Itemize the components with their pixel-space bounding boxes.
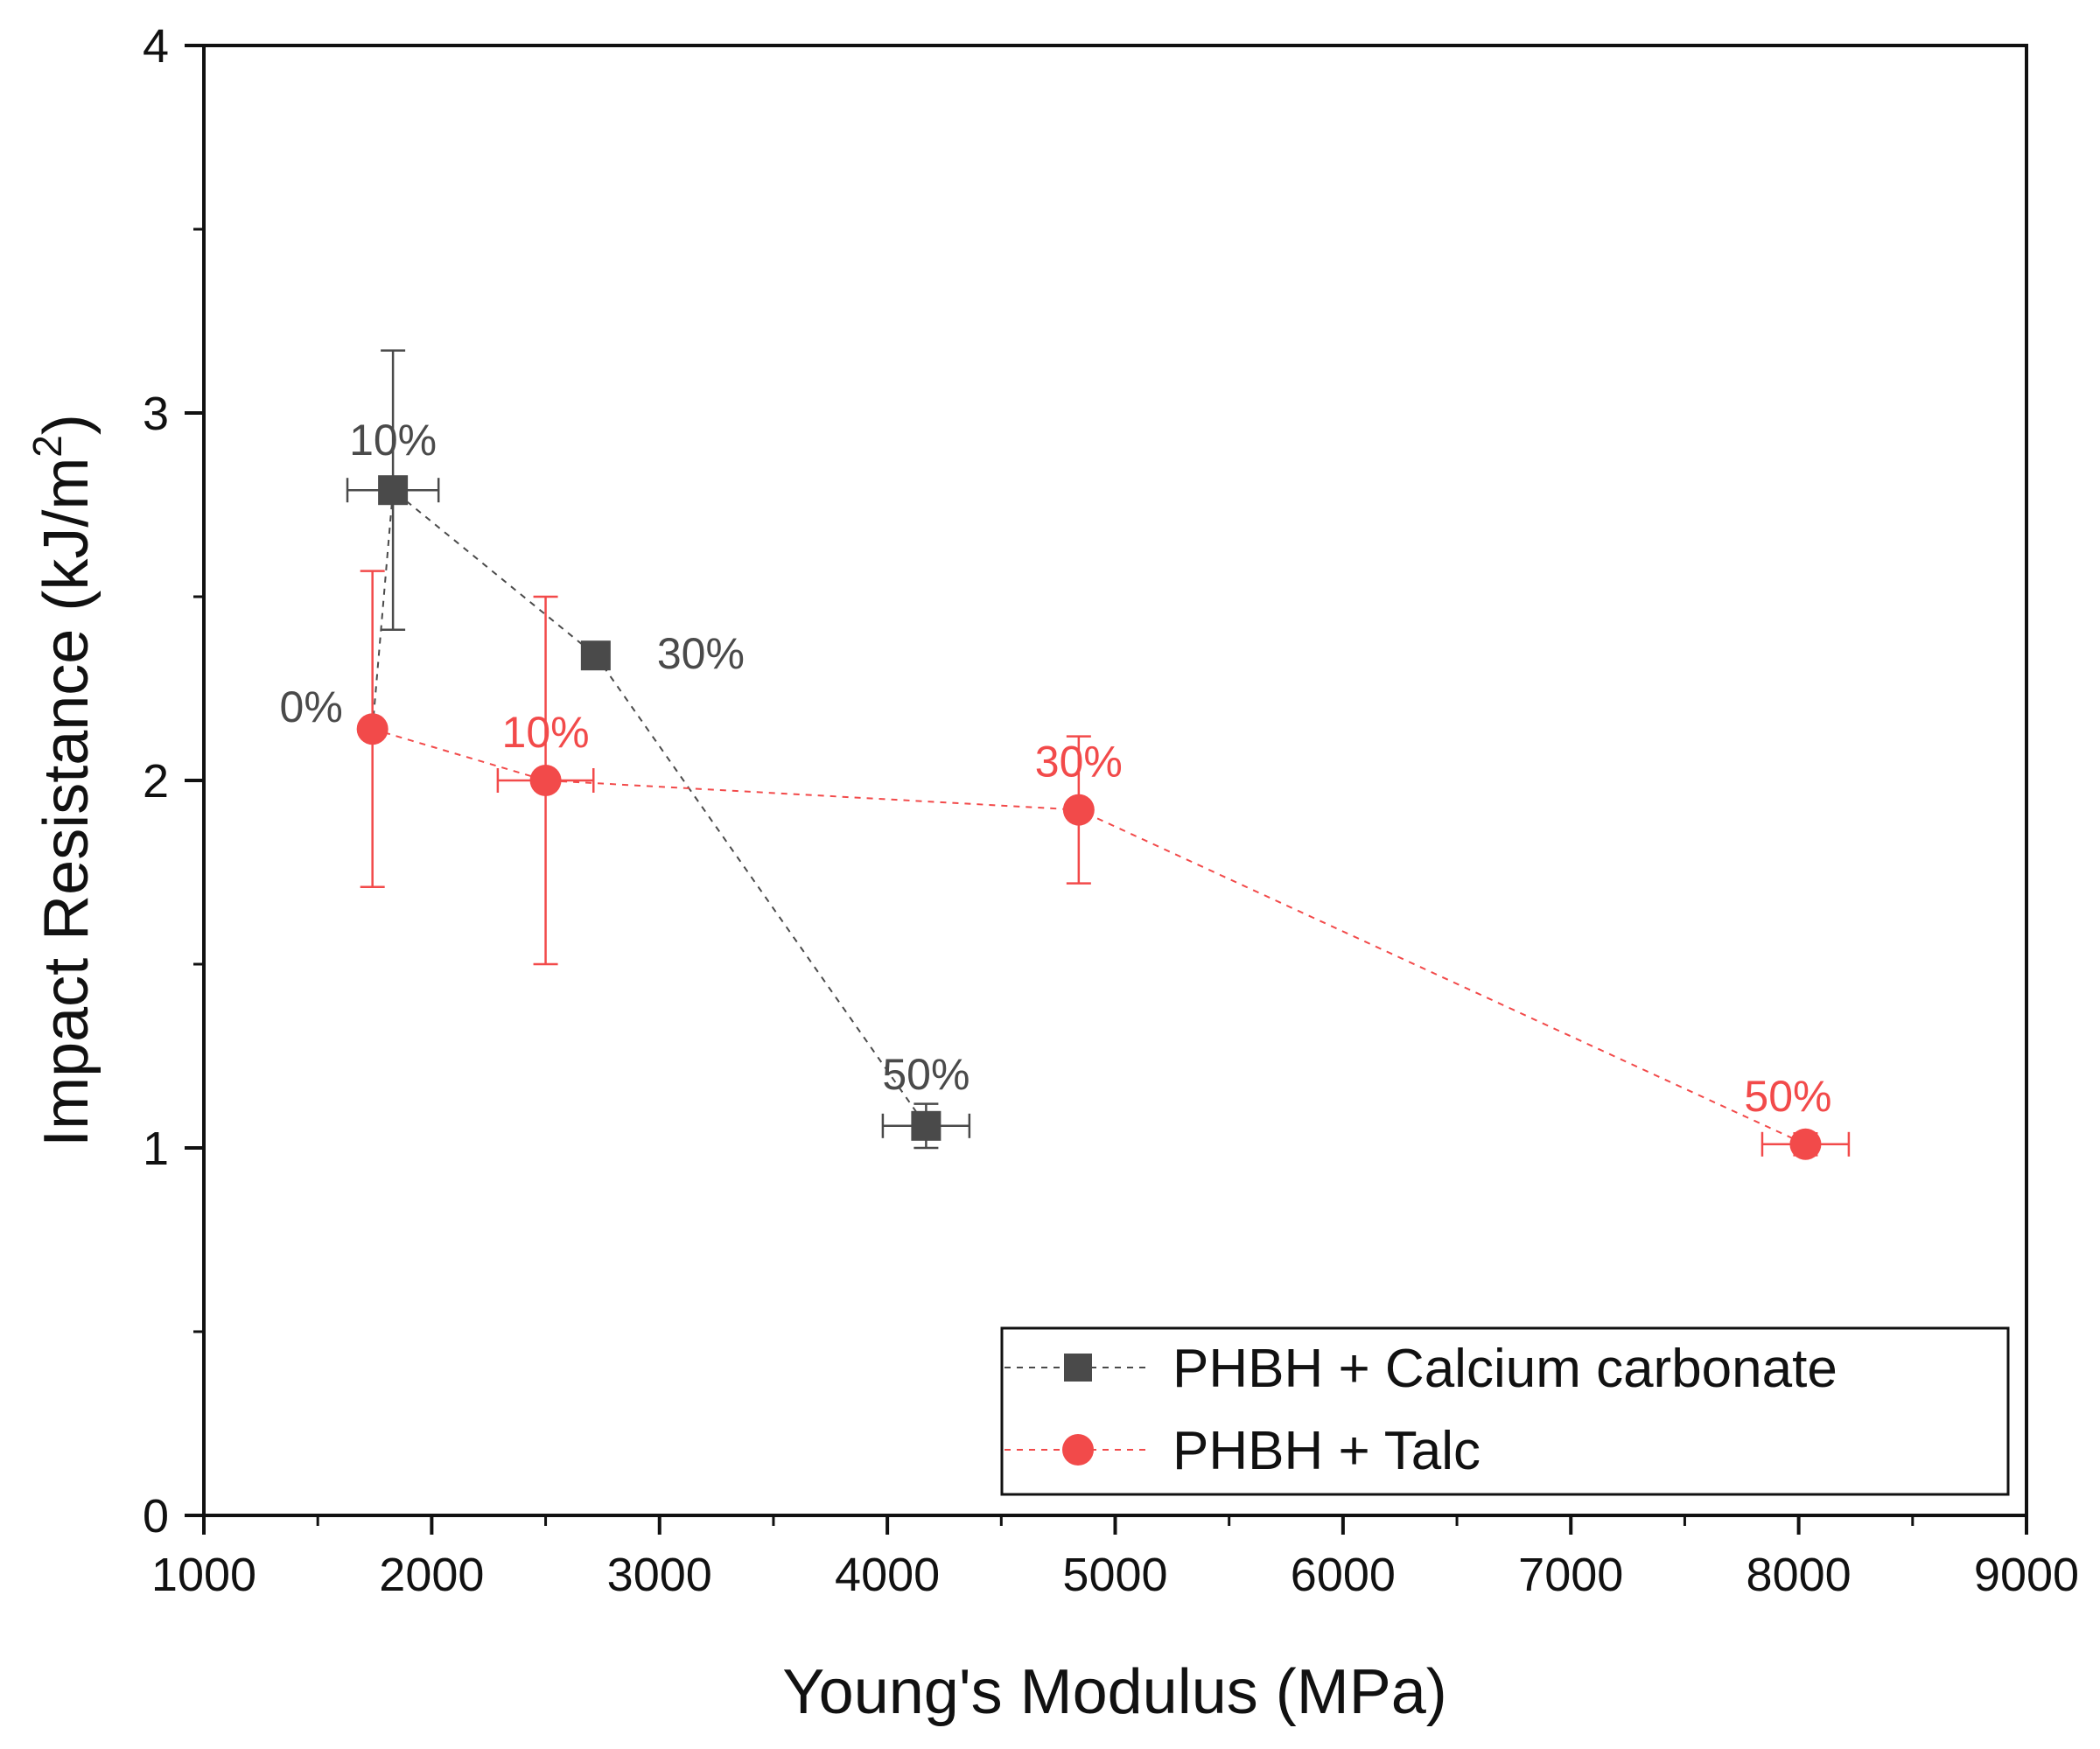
legend-label-calcium-carbonate: PHBH + Calcium carbonate — [1172, 1339, 1838, 1399]
data-point-circle — [529, 765, 562, 796]
data-point-circle — [356, 713, 388, 745]
x-tick-label: 6000 — [1291, 1549, 1396, 1601]
x-tick-label: 8000 — [1746, 1549, 1852, 1601]
series-line — [372, 728, 1806, 1145]
point-labels: 10% 30% 50% 0% 10% 30% 50% — [280, 416, 1832, 1121]
point-label: 50% — [882, 1050, 970, 1099]
x-tick-label: 9000 — [1974, 1549, 2079, 1601]
point-label: 30% — [1035, 738, 1123, 787]
data-point-square — [580, 640, 611, 671]
y-axis-title-sup: 2 — [24, 435, 70, 458]
x-tick-label: 4000 — [835, 1549, 940, 1601]
point-label: 30% — [657, 629, 745, 678]
legend-label-talc: PHBH + Talc — [1172, 1421, 1480, 1481]
y-axis-title-close: ) — [32, 414, 102, 435]
x-tick-label: 5000 — [1062, 1549, 1167, 1601]
data-point-square — [911, 1110, 942, 1141]
point-label: 50% — [1744, 1072, 1831, 1121]
x-tick-label: 2000 — [379, 1549, 484, 1601]
legend-marker-talc — [1062, 1434, 1094, 1466]
y-tick-label: 2 — [143, 755, 169, 808]
y-tick-label: 4 — [143, 20, 169, 73]
legend-box — [1000, 1326, 2010, 1496]
point-label: 10% — [349, 416, 437, 465]
data-point-square — [378, 475, 409, 506]
y-tick-label: 3 — [143, 388, 169, 440]
x-axis-title: Young's Modulus (MPa) — [782, 1657, 1446, 1727]
x-tick-label: 7000 — [1518, 1549, 1623, 1601]
data-markers — [356, 475, 1822, 1160]
data-point-circle — [1062, 794, 1095, 826]
data-point-circle — [1789, 1128, 1822, 1160]
axis-ticks: 1000 2000 3000 4000 5000 6000 7000 8000 9000 0 1 2 3… — [143, 20, 2079, 1601]
x-tick-label: 3000 — [607, 1549, 712, 1601]
y-axis-title-main: Impact Resistance (kJ/m — [32, 458, 102, 1147]
point-label: 10% — [502, 708, 590, 757]
point-label: 0% — [280, 682, 343, 731]
series-line — [371, 488, 928, 1127]
y-tick-label: 0 — [143, 1490, 169, 1543]
x-tick-label: 1000 — [151, 1549, 256, 1601]
y-axis-title: Impact Resistance (kJ/m2) — [24, 414, 102, 1147]
legend: PHBH + Calcium carbonate PHBH + Talc — [1000, 1326, 2010, 1496]
y-tick-label: 1 — [143, 1123, 169, 1175]
legend-marker-calcium-carbonate — [1064, 1354, 1092, 1382]
series-lines — [371, 488, 1806, 1145]
